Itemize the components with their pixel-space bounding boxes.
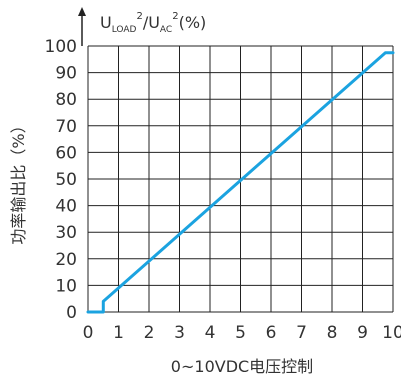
y-axis-arrow [78,7,86,16]
y-axis-title: 功率输出比（%） [9,117,28,244]
x-tick-label: 6 [266,323,277,343]
y-tick-label: 50 [55,170,77,190]
series-line [86,51,395,314]
x-tick-label: 8 [327,323,338,343]
x-tick-label: 0 [83,323,94,343]
y-tick-label: 60 [55,143,77,163]
x-tick-label: 5 [235,323,246,343]
grid [87,45,394,313]
series-layer [86,51,395,314]
x-tick-label: 1 [113,323,124,343]
y-tick-label: 0 [66,303,77,323]
x-tick-label: 2 [144,323,155,343]
y-axis-top-title: ULOAD2/UAC2(%) [100,11,206,35]
x-axis-title: 0~10VDC电压控制 [171,357,313,376]
y-tick-label: 30 [55,223,77,243]
y-tick-label: 10 [55,276,77,296]
x-tick-label: 9 [357,323,368,343]
x-tick-labels: 0 1 2 3 4 5 6 7 8 9 10 [83,323,401,343]
y-tick-labels: 0 10 20 30 40 50 60 70 80 90 100 [45,37,77,323]
x-tick-label: 4 [205,323,216,343]
y-tick-label: 80 [55,90,77,110]
y-tick-label: 70 [55,117,77,137]
x-tick-label: 7 [296,323,307,343]
y-tick-label: 40 [55,197,77,217]
x-tick-label: 3 [174,323,185,343]
x-tick-label: 10 [382,323,401,343]
y-tick-label: 100 [45,37,77,57]
y-tick-label: 90 [55,64,77,84]
y-tick-label: 20 [55,250,77,270]
